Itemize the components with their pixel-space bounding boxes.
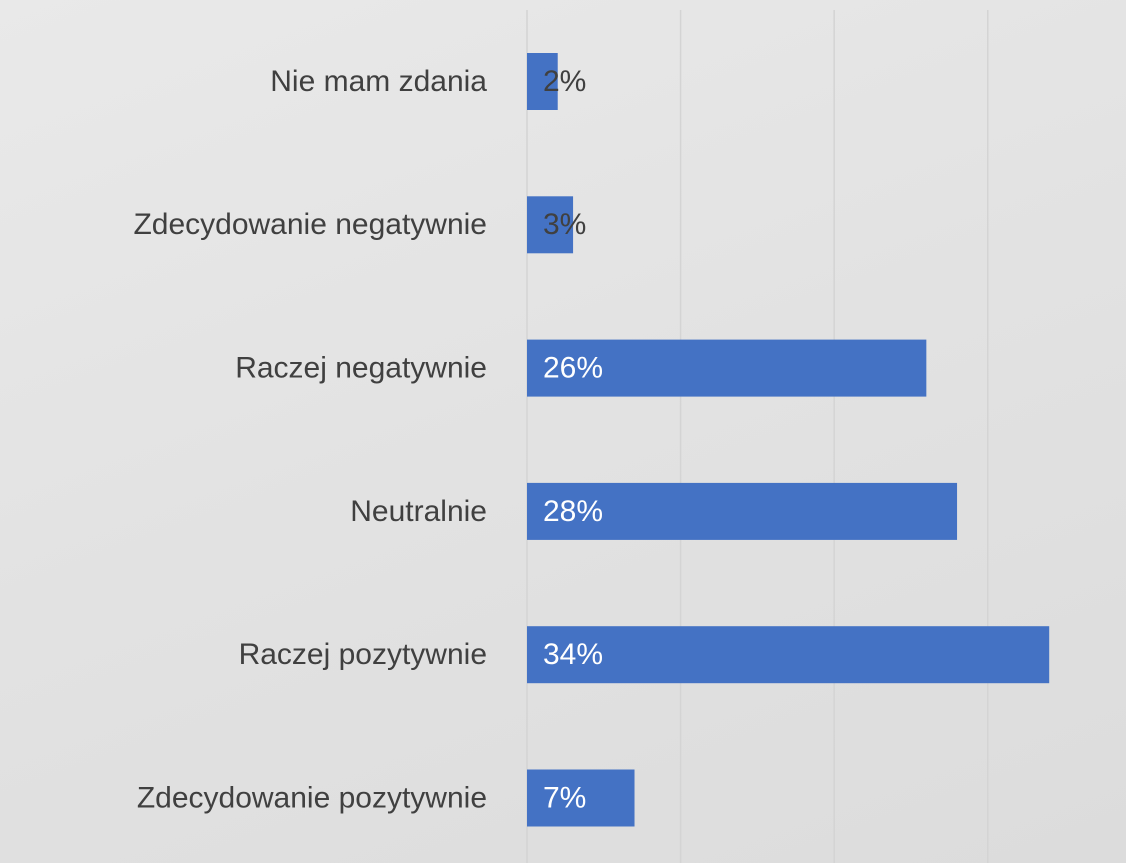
bar <box>527 53 558 110</box>
category-label: Nie mam zdania <box>270 65 487 98</box>
value-label: 26% <box>543 352 603 385</box>
category-label: Raczej pozytywnie <box>239 638 487 671</box>
category-label: Zdecydowanie pozytywnie <box>137 781 487 814</box>
value-label: 2% <box>543 65 586 98</box>
bar <box>527 626 1050 684</box>
bar <box>527 339 927 397</box>
value-label: 7% <box>543 781 586 814</box>
bar <box>527 196 574 254</box>
bar <box>527 482 958 540</box>
value-label: 28% <box>543 495 603 528</box>
value-label: 3% <box>543 208 586 241</box>
category-label: Zdecydowanie negatywnie <box>133 208 487 241</box>
category-label: Raczej negatywnie <box>235 352 487 385</box>
category-label: Neutralnie <box>350 495 487 528</box>
value-label: 34% <box>543 638 603 671</box>
bar <box>527 769 635 827</box>
